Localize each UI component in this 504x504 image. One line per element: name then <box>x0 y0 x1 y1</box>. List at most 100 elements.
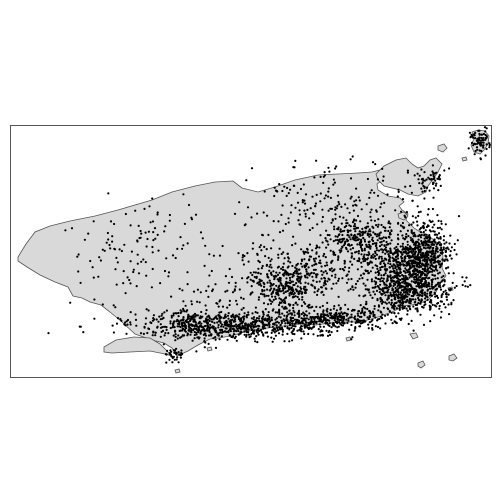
data-point <box>205 309 208 312</box>
data-point <box>234 329 237 332</box>
data-point <box>278 308 281 311</box>
data-point <box>414 244 417 247</box>
data-point <box>397 283 401 287</box>
data-point <box>233 212 237 215</box>
data-point <box>238 313 241 316</box>
data-point <box>314 257 317 260</box>
data-point <box>200 322 203 325</box>
data-point <box>169 349 172 352</box>
data-point <box>432 196 435 199</box>
data-point <box>358 199 361 202</box>
data-point <box>284 322 287 325</box>
data-point <box>208 274 211 277</box>
data-point <box>289 211 292 214</box>
island-polygon <box>174 368 181 374</box>
data-point <box>390 318 393 321</box>
data-point <box>440 294 443 297</box>
data-point <box>257 333 260 336</box>
data-point <box>301 322 304 325</box>
data-point <box>283 307 286 310</box>
data-point <box>290 287 293 290</box>
data-point <box>303 202 307 205</box>
data-point <box>319 175 322 178</box>
data-point <box>370 189 373 192</box>
data-point <box>315 274 318 277</box>
data-point <box>123 243 126 246</box>
data-point <box>450 301 453 304</box>
data-point <box>333 225 336 228</box>
data-point <box>397 188 400 191</box>
data-point <box>399 245 402 248</box>
data-point <box>399 278 402 282</box>
data-point <box>273 337 276 340</box>
data-point <box>322 284 325 287</box>
data-point <box>339 228 342 231</box>
data-point <box>143 326 146 329</box>
data-point <box>354 227 357 230</box>
data-point <box>447 248 450 251</box>
data-point <box>318 320 321 323</box>
data-point <box>259 292 263 295</box>
data-point <box>144 231 147 234</box>
data-point <box>268 315 271 319</box>
data-point <box>484 138 487 141</box>
data-point <box>230 314 233 318</box>
data-point <box>246 281 249 284</box>
data-point <box>120 249 123 253</box>
data-point <box>350 320 353 323</box>
data-point <box>380 243 383 246</box>
data-point <box>186 318 189 321</box>
data-point <box>145 245 148 248</box>
data-point <box>315 251 318 254</box>
data-point <box>316 290 319 293</box>
data-point <box>365 227 368 230</box>
data-point <box>228 303 231 307</box>
data-point <box>270 319 273 322</box>
data-point <box>335 312 338 316</box>
data-point <box>293 322 296 325</box>
data-point <box>136 240 139 243</box>
data-point <box>101 248 104 251</box>
data-point <box>332 250 335 253</box>
data-point <box>416 307 419 310</box>
data-point <box>147 230 150 233</box>
data-point <box>417 296 420 300</box>
data-point <box>135 285 138 288</box>
data-point <box>431 281 434 284</box>
data-point <box>336 238 339 241</box>
data-point <box>412 249 415 252</box>
data-point <box>434 277 437 280</box>
data-point <box>355 187 358 190</box>
data-point <box>302 287 305 290</box>
data-point <box>217 334 220 337</box>
data-point <box>426 298 429 301</box>
data-point <box>280 328 283 331</box>
data-point <box>412 276 415 279</box>
data-point <box>320 277 323 280</box>
data-point <box>399 230 402 233</box>
data-point <box>315 193 318 196</box>
data-point <box>303 266 306 269</box>
data-point <box>388 258 391 261</box>
data-point <box>311 264 314 267</box>
data-point <box>300 337 303 340</box>
data-point <box>419 231 423 234</box>
data-point <box>396 233 400 236</box>
data-point <box>260 284 263 287</box>
data-point <box>277 256 280 259</box>
data-point <box>358 294 361 297</box>
data-point <box>368 291 371 294</box>
data-point <box>207 325 210 329</box>
data-point <box>181 318 184 321</box>
data-point <box>426 236 429 239</box>
data-point <box>270 287 273 290</box>
data-point <box>245 179 248 182</box>
data-point <box>145 274 148 277</box>
data-point <box>412 221 415 224</box>
data-point <box>350 338 353 341</box>
data-point <box>216 302 219 305</box>
data-point <box>166 349 169 352</box>
data-point <box>257 329 261 332</box>
data-point <box>243 330 246 333</box>
data-point <box>432 175 435 178</box>
